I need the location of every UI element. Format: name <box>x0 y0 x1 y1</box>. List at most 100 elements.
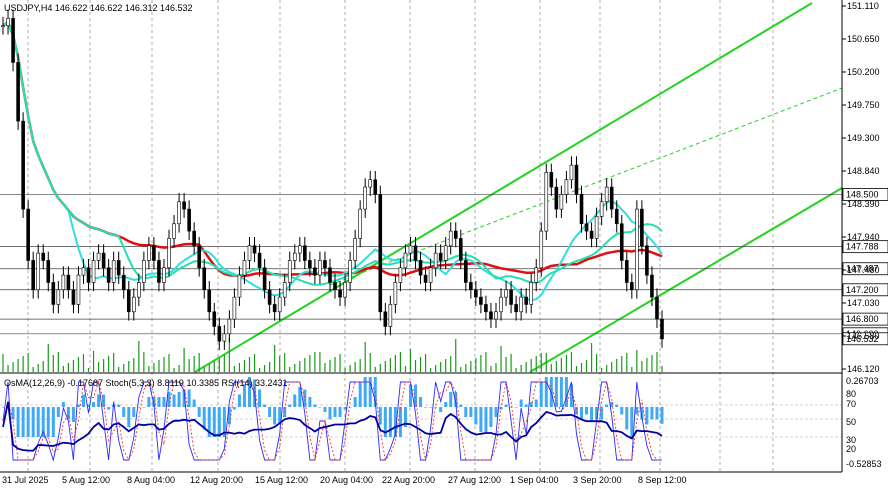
candle-body <box>26 208 30 261</box>
candle-body <box>36 252 41 291</box>
candle-body <box>56 289 61 305</box>
candle-body <box>594 216 599 239</box>
osma-bar <box>308 397 312 407</box>
candle-body <box>328 267 332 283</box>
x-tick-label: 27 Aug 12:00 <box>448 475 501 485</box>
candle-body <box>41 252 46 261</box>
candle-body <box>564 179 569 195</box>
candle-body <box>524 296 528 305</box>
y-tick-label: 148.390 <box>847 199 880 209</box>
osma-bar <box>293 394 297 407</box>
candle-body <box>428 267 433 283</box>
volume-bars <box>2 338 663 372</box>
candle-body <box>655 296 659 320</box>
candle-body <box>650 274 654 298</box>
candle-body <box>599 201 604 217</box>
candle-body <box>222 333 227 342</box>
candle-body <box>91 260 96 283</box>
y-tick-label: 147.030 <box>847 298 880 308</box>
osma-bar <box>298 387 302 407</box>
osma-bar <box>323 407 327 412</box>
candle-body <box>232 296 237 320</box>
y-tick-label: 146.580 <box>847 331 880 341</box>
candle-body <box>172 223 176 239</box>
candle-body <box>137 282 141 298</box>
osma-bar <box>559 377 563 407</box>
candle-body <box>393 282 398 305</box>
candle-body <box>443 245 448 261</box>
price-tag-label: 148.500 <box>846 189 879 199</box>
osma-bar <box>585 407 589 415</box>
osc-tick-label: 30 <box>846 435 856 445</box>
candle-body <box>569 164 574 181</box>
osma-bar <box>398 407 402 437</box>
candle-body <box>131 296 136 313</box>
candle-body <box>539 230 544 269</box>
price-tag-box <box>842 262 888 276</box>
candle-body <box>388 304 393 327</box>
osma-bar <box>97 394 101 407</box>
osma-bar <box>358 382 362 407</box>
x-tick-label: 5 Aug 12:00 <box>62 475 110 485</box>
osma-bar <box>464 407 468 417</box>
osma-bar <box>590 407 594 422</box>
candle-body <box>212 311 217 327</box>
candle-body <box>272 304 277 313</box>
osma-bar <box>66 407 70 420</box>
candle-body <box>579 194 584 225</box>
candle-body <box>6 18 10 27</box>
candle-body <box>333 282 337 291</box>
price-tag-label: 146.532 <box>846 334 879 344</box>
candle-body <box>549 172 554 188</box>
osma-bar <box>122 407 126 417</box>
candle-body <box>323 260 327 269</box>
osma-bar <box>61 402 65 407</box>
candle-body <box>464 260 468 283</box>
candle-body <box>519 296 523 313</box>
candle-body <box>614 208 619 225</box>
osma-bar <box>21 407 25 437</box>
osma-bar <box>137 407 141 408</box>
candle-body <box>403 252 408 269</box>
candle-body <box>187 208 191 232</box>
osma-bar <box>202 407 206 430</box>
candle-body <box>363 186 367 210</box>
osma-bar <box>469 407 473 417</box>
osma-bar <box>1 407 5 408</box>
candle-body <box>142 260 146 283</box>
candle-body <box>202 267 207 291</box>
candle-body <box>624 260 629 283</box>
osma-bar <box>16 407 20 437</box>
osma-bar <box>388 407 392 437</box>
candle-body <box>338 289 342 298</box>
candle-body <box>21 120 25 210</box>
candle-body <box>554 186 559 210</box>
candle-body <box>303 245 307 261</box>
candle-body <box>509 289 513 305</box>
osma-bar <box>660 407 664 424</box>
osma-bar <box>288 404 292 407</box>
price-tag-box <box>842 332 888 346</box>
osma-bar <box>353 397 357 407</box>
candle-body <box>46 260 51 283</box>
candle-body <box>358 208 362 239</box>
candle-body <box>227 318 232 335</box>
candle-body <box>348 260 352 283</box>
stoch-main-line <box>2 381 662 462</box>
candle-body <box>544 172 549 232</box>
osma-bar <box>87 404 91 407</box>
price-tag-label: 147.487 <box>846 264 879 274</box>
candle-body <box>408 245 413 254</box>
osma-bar <box>348 407 352 408</box>
oscillator-header: OsMA(12,26,9) -0.17687 Stoch(5,3,3) 8.81… <box>4 378 288 388</box>
osma-bar <box>71 407 75 422</box>
candle-body <box>438 252 443 261</box>
osma-bar <box>117 404 121 407</box>
osma-bar <box>232 407 236 410</box>
osma-bar <box>600 407 604 420</box>
y-tick-label: 148.840 <box>847 166 880 176</box>
osma-bar <box>182 389 186 407</box>
osma-bar <box>41 407 45 437</box>
candle-body <box>242 260 247 276</box>
